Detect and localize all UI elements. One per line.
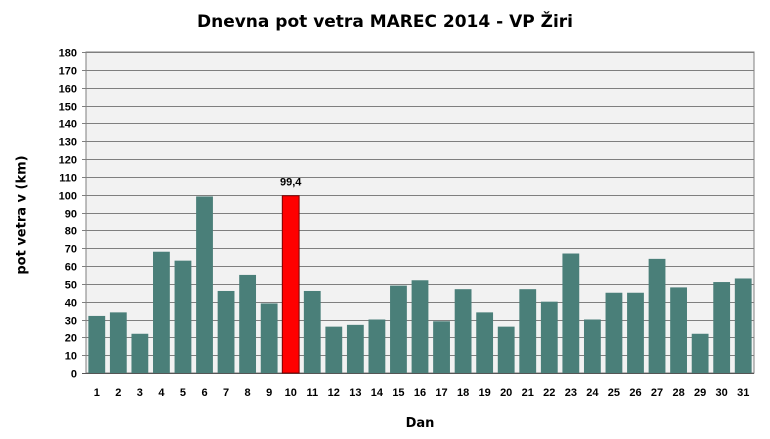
x-tick-label: 27 bbox=[651, 387, 663, 399]
bar-day-11 bbox=[303, 290, 321, 373]
y-tick-label: 30 bbox=[65, 316, 77, 328]
bar-day-22 bbox=[540, 301, 558, 373]
y-tick-label: 10 bbox=[65, 351, 77, 363]
bar-day-5 bbox=[174, 260, 192, 373]
x-axis-label: Dan bbox=[405, 416, 435, 431]
bar-day-9 bbox=[260, 303, 278, 373]
x-tick-label: 13 bbox=[349, 387, 361, 399]
x-tick-label: 30 bbox=[716, 387, 728, 399]
y-tick-label: 40 bbox=[65, 298, 77, 310]
x-tick-label: 29 bbox=[694, 387, 706, 399]
x-tick-label: 8 bbox=[245, 387, 251, 399]
data-label-highlight: 99,4 bbox=[280, 177, 302, 189]
x-tick-label: 6 bbox=[201, 387, 207, 399]
bar-day-8 bbox=[239, 274, 257, 373]
bar-day-16 bbox=[411, 280, 429, 373]
bar-day-4 bbox=[153, 251, 170, 373]
y-tick-label: 180 bbox=[59, 48, 77, 60]
x-tick-label: 3 bbox=[137, 387, 143, 399]
x-tick-label: 23 bbox=[565, 387, 577, 399]
y-tick-label: 50 bbox=[65, 280, 77, 292]
x-axis-ticks: 1 2 3 4 5 6 7 8 9 10 11 12 13 14 15 16 17 18 19 20 21 22 23 24 2… bbox=[94, 387, 750, 399]
x-tick-label: 25 bbox=[608, 387, 620, 399]
bar-day-25 bbox=[605, 292, 623, 373]
y-tick-label: 150 bbox=[59, 102, 77, 114]
bars bbox=[88, 195, 752, 374]
x-tick-label: 9 bbox=[266, 387, 272, 399]
bar-day-7 bbox=[217, 290, 235, 373]
bar-day-27 bbox=[648, 258, 666, 373]
x-tick-label: 1 bbox=[94, 387, 100, 399]
y-tick-label: 120 bbox=[59, 155, 77, 167]
bar-day-20 bbox=[497, 326, 515, 373]
x-tick-label: 19 bbox=[479, 387, 491, 399]
y-tick-label: 20 bbox=[65, 333, 77, 345]
x-tick-label: 17 bbox=[435, 387, 447, 399]
bar-day-29 bbox=[691, 333, 709, 373]
bar-day-12 bbox=[325, 326, 343, 373]
y-tick-label: 130 bbox=[59, 137, 77, 149]
y-tick-label: 80 bbox=[65, 226, 77, 238]
bar-day-21 bbox=[519, 289, 537, 373]
bar-day-6 bbox=[196, 196, 213, 373]
bar-day-23 bbox=[562, 253, 580, 373]
x-tick-label: 14 bbox=[371, 387, 384, 399]
y-tick-label: 60 bbox=[65, 262, 77, 274]
x-tick-label: 22 bbox=[543, 387, 555, 399]
x-tick-label: 4 bbox=[158, 387, 165, 399]
x-tick-label: 21 bbox=[522, 387, 534, 399]
x-tick-label: 28 bbox=[672, 387, 684, 399]
bar-day-30 bbox=[713, 282, 731, 373]
x-tick-label: 2 bbox=[115, 387, 121, 399]
x-tick-label: 20 bbox=[500, 387, 512, 399]
y-tick-label: 70 bbox=[65, 244, 77, 256]
x-tick-label: 7 bbox=[223, 387, 229, 399]
y-tick-label: 170 bbox=[59, 66, 77, 78]
y-tick-label: 0 bbox=[71, 369, 77, 381]
bar-day-24 bbox=[583, 319, 601, 373]
y-tick-label: 100 bbox=[59, 191, 77, 203]
x-tick-label: 26 bbox=[629, 387, 641, 399]
bar-day-13 bbox=[346, 324, 364, 373]
bar-day-10 bbox=[281, 195, 300, 374]
y-tick-label: 160 bbox=[59, 84, 77, 96]
y-axis-ticks: 0 10 20 30 40 50 60 70 80 90 100 110 120 130 140 150 160… bbox=[59, 48, 77, 381]
bar-day-26 bbox=[627, 292, 644, 373]
y-tick-label: 140 bbox=[59, 119, 77, 131]
bar-day-18 bbox=[454, 289, 472, 373]
y-tick-label: 90 bbox=[65, 209, 77, 221]
x-tick-label: 11 bbox=[306, 387, 318, 399]
bar-day-2 bbox=[109, 312, 127, 373]
bar-day-3 bbox=[131, 333, 149, 373]
x-tick-label: 15 bbox=[392, 387, 404, 399]
x-tick-label: 18 bbox=[457, 387, 469, 399]
bar-day-19 bbox=[476, 312, 494, 373]
bar-day-15 bbox=[390, 285, 407, 373]
bar-day-14 bbox=[368, 319, 386, 373]
x-tick-label: 16 bbox=[414, 387, 426, 399]
bar-day-17 bbox=[433, 321, 450, 373]
x-tick-label: 12 bbox=[328, 387, 340, 399]
y-tick-label: 110 bbox=[59, 173, 77, 185]
x-tick-label: 31 bbox=[737, 387, 749, 399]
x-tick-label: 5 bbox=[180, 387, 186, 399]
data-labels: 99,4 bbox=[280, 177, 302, 189]
x-tick-label: 10 bbox=[285, 387, 297, 399]
bar-day-1 bbox=[88, 315, 106, 373]
bar-day-28 bbox=[670, 287, 687, 373]
bar-day-31 bbox=[734, 278, 752, 373]
x-tick-label: 24 bbox=[586, 387, 599, 399]
chart-title: Dnevna pot vetra MAREC 2014 - VP Žiri bbox=[196, 12, 573, 32]
